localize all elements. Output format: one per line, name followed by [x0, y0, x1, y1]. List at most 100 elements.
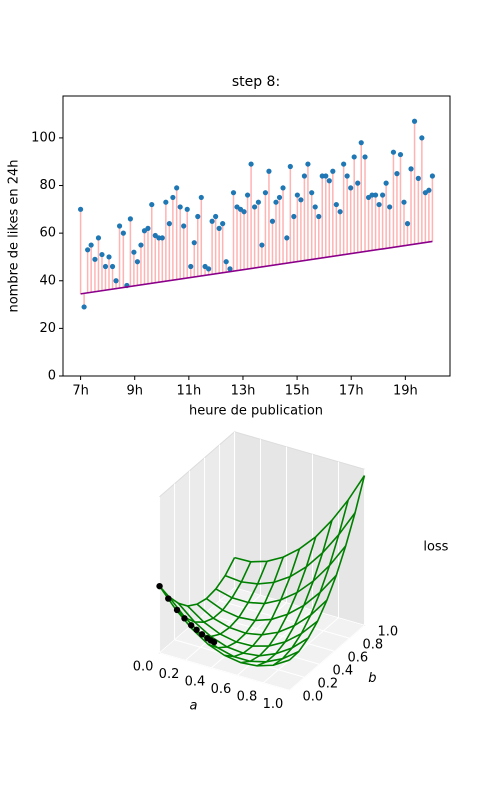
data-point [312, 204, 318, 210]
data-point [113, 278, 119, 284]
data-point [213, 213, 219, 220]
a-axis-label: a [190, 698, 198, 713]
data-point [252, 204, 258, 210]
data-point [397, 151, 404, 158]
data-point [92, 256, 98, 262]
data-point [326, 178, 332, 184]
y-tick-label: 0 [48, 369, 56, 384]
data-point [145, 225, 151, 231]
x-tick-label: 7h [72, 384, 89, 399]
data-point [309, 190, 315, 196]
data-point [85, 247, 91, 253]
grid-line [234, 587, 365, 626]
descent-point [193, 626, 200, 633]
a-tick-label: 0.4 [185, 675, 206, 690]
data-point [181, 223, 187, 229]
axes-frame [62, 95, 451, 377]
descent-point [173, 606, 181, 614]
data-point [131, 249, 137, 255]
data-point [348, 185, 354, 191]
data-point [138, 242, 144, 248]
data-point [298, 197, 304, 203]
data-point [191, 240, 197, 246]
data-point [170, 194, 176, 201]
y-tick-label: 80 [39, 178, 56, 193]
data-point [102, 263, 109, 270]
data-point [223, 259, 229, 265]
data-point [166, 221, 172, 227]
data-point [337, 209, 343, 215]
data-point [262, 190, 269, 196]
x-tick-label: 17h [339, 384, 364, 399]
x-tick-label: 11h [176, 384, 201, 399]
a-tick-label: 1.0 [263, 697, 284, 712]
data-point [355, 180, 361, 186]
data-point [120, 230, 126, 236]
data-point [205, 266, 212, 272]
data-point [330, 168, 336, 174]
data-point [323, 173, 329, 179]
data-point [209, 218, 215, 224]
descent-point [181, 615, 188, 622]
data-point [177, 204, 183, 210]
data-point [301, 173, 308, 179]
descent-point [156, 582, 163, 590]
x-tick-label: 15h [285, 384, 310, 399]
a-tick-label: 0.0 [133, 660, 154, 675]
data-point [163, 199, 169, 205]
data-point [216, 225, 222, 231]
surface-line [205, 574, 337, 622]
data-point [195, 213, 201, 220]
data-point [394, 171, 400, 177]
descent-point [187, 622, 195, 629]
data-point [149, 201, 155, 208]
y-tick-label: 20 [39, 321, 56, 336]
data-point [188, 263, 194, 270]
surface-line [187, 605, 319, 647]
x-axis-label: heure de publication [189, 404, 323, 419]
grid-line [185, 594, 261, 661]
data-point [198, 194, 204, 201]
x-tick-label: 9h [126, 384, 143, 399]
data-point [184, 206, 190, 212]
data-point [294, 192, 300, 198]
data-point [259, 242, 265, 248]
grid-line [263, 617, 339, 684]
data-point [376, 201, 382, 208]
data-point [230, 190, 237, 196]
grid-line [204, 613, 335, 652]
descent-point [198, 631, 206, 638]
surface-line [196, 599, 328, 636]
descent-point [165, 595, 172, 602]
data-point [426, 187, 432, 193]
b-tick-label: 0.4 [332, 663, 353, 678]
data-point [387, 204, 393, 210]
data-point [284, 235, 290, 241]
data-point [81, 304, 87, 310]
data-point [134, 259, 141, 265]
surface-line [177, 602, 309, 657]
surface-line [158, 585, 290, 667]
data-point [333, 201, 339, 208]
b-tick-label: 1.0 [377, 625, 398, 640]
data-point [95, 235, 102, 241]
surface-line [234, 475, 366, 563]
surface-line [224, 512, 356, 585]
regression-line [80, 240, 433, 295]
data-point [404, 221, 411, 227]
loss-axis-label: loss [423, 539, 448, 554]
x-tick-label: 13h [231, 384, 256, 399]
data-point [408, 166, 414, 172]
data-point [241, 209, 247, 215]
a-tick-label: 0.8 [237, 690, 258, 705]
descent-point [210, 638, 218, 646]
data-point [401, 199, 407, 205]
data-point [341, 161, 347, 167]
data-point [280, 185, 286, 191]
y-axis-label: nombre de likes en 24h [7, 159, 22, 312]
data-point [390, 149, 397, 155]
data-point [109, 263, 116, 270]
data-point [316, 213, 322, 220]
data-point [351, 154, 357, 160]
